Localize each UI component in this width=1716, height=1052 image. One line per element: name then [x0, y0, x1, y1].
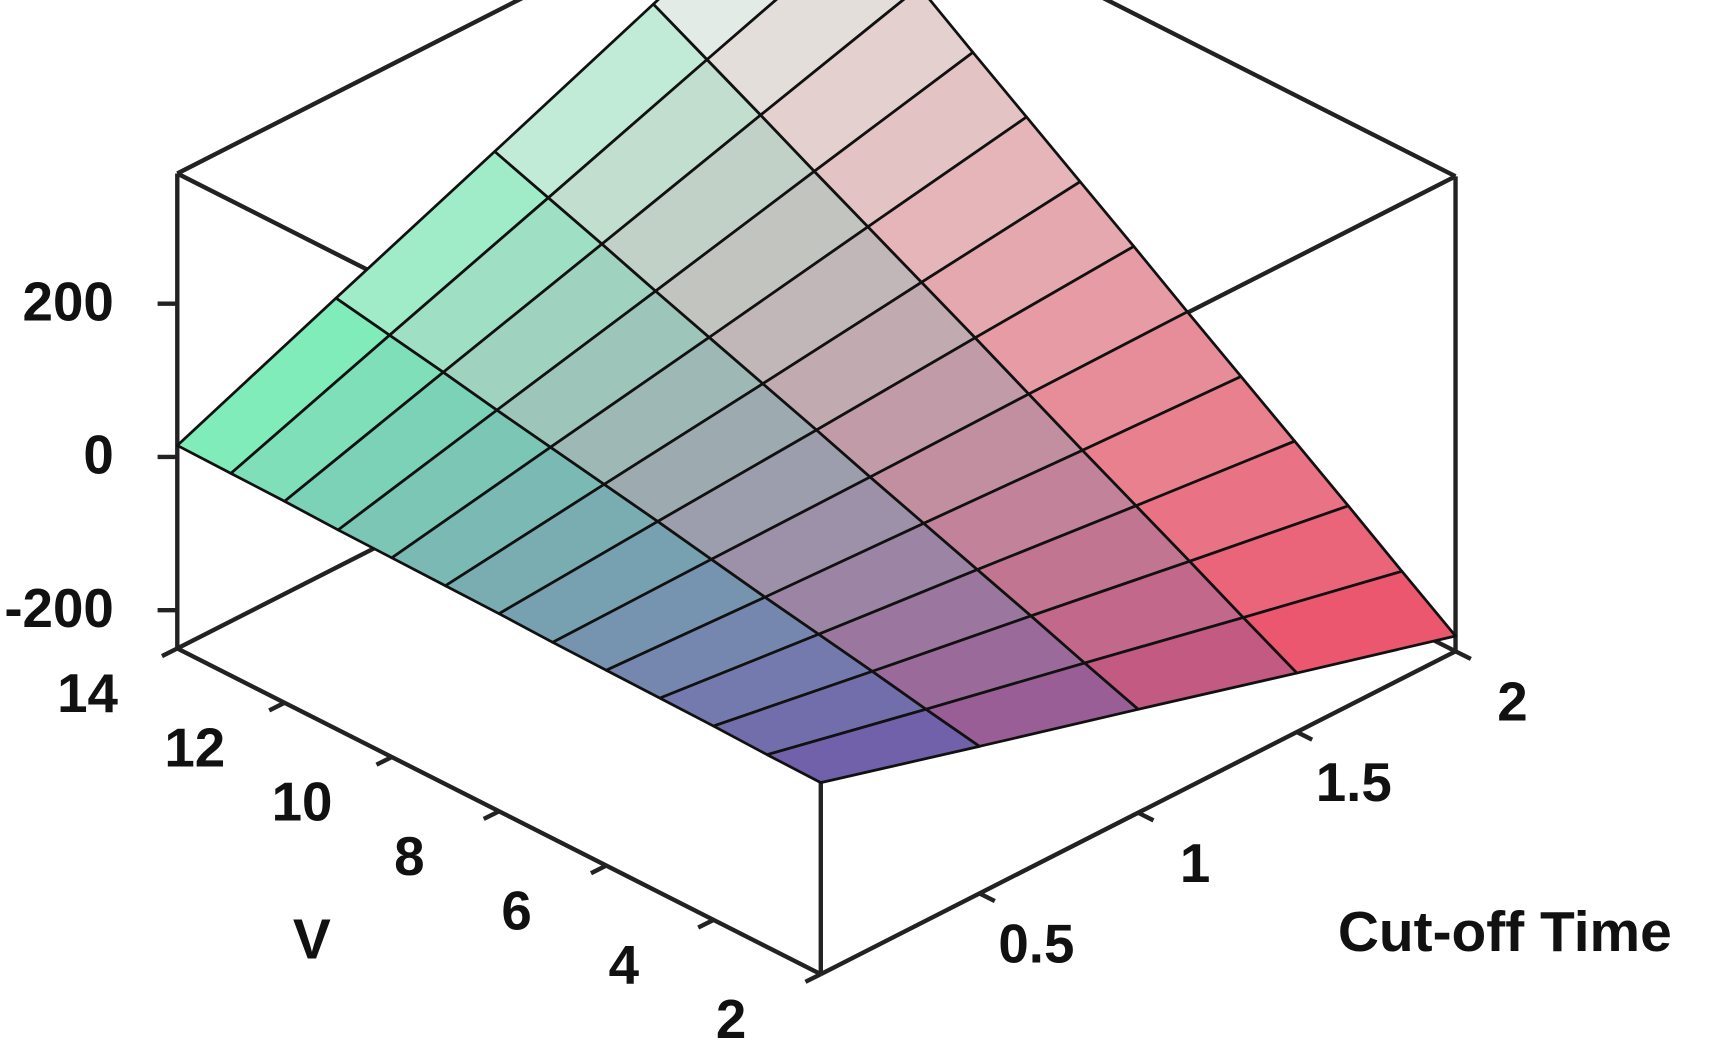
x-tick-label: 1 — [1180, 832, 1210, 894]
y-tick — [482, 809, 501, 821]
x-tick — [1137, 810, 1155, 823]
y-tick — [160, 646, 179, 659]
y-tick-label: 8 — [394, 825, 424, 887]
x-tick-label: 0.5 — [998, 913, 1074, 975]
z-tick-label: 0 — [83, 424, 113, 486]
box-edge — [176, 0, 524, 176]
x-axis-label: Cut-off Time — [1338, 900, 1672, 964]
surface-cell — [765, 707, 981, 785]
y-tick-label: 12 — [164, 716, 225, 778]
axes: Cut-off Time V 0.5 1 1.5 2 2 4 6 8 10 12 14 -200 0 20… — [4, 270, 1671, 1049]
surface — [175, 0, 1457, 785]
box-edge — [1102, 0, 1457, 179]
y-tick — [375, 755, 393, 767]
x-tick-label: 1.5 — [1316, 751, 1392, 813]
y-tick-label: 14 — [57, 662, 118, 724]
y-tick-label: 2 — [716, 988, 746, 1050]
x-tick-label: 2 — [1497, 670, 1527, 732]
x-tick — [1295, 730, 1314, 742]
y-tick-label: 4 — [609, 934, 640, 996]
z-tick-label: -200 — [4, 577, 114, 639]
y-tick-label: 6 — [501, 879, 531, 941]
y-tick — [589, 863, 608, 876]
x-tick — [1454, 649, 1472, 661]
z-tick-label: 200 — [23, 270, 114, 332]
y-tick-label: 10 — [272, 771, 333, 833]
y-tick — [268, 700, 286, 713]
x-tick — [978, 891, 996, 904]
y-tick — [697, 917, 715, 930]
y-axis-label: V — [293, 908, 331, 972]
y-tick — [804, 972, 822, 984]
